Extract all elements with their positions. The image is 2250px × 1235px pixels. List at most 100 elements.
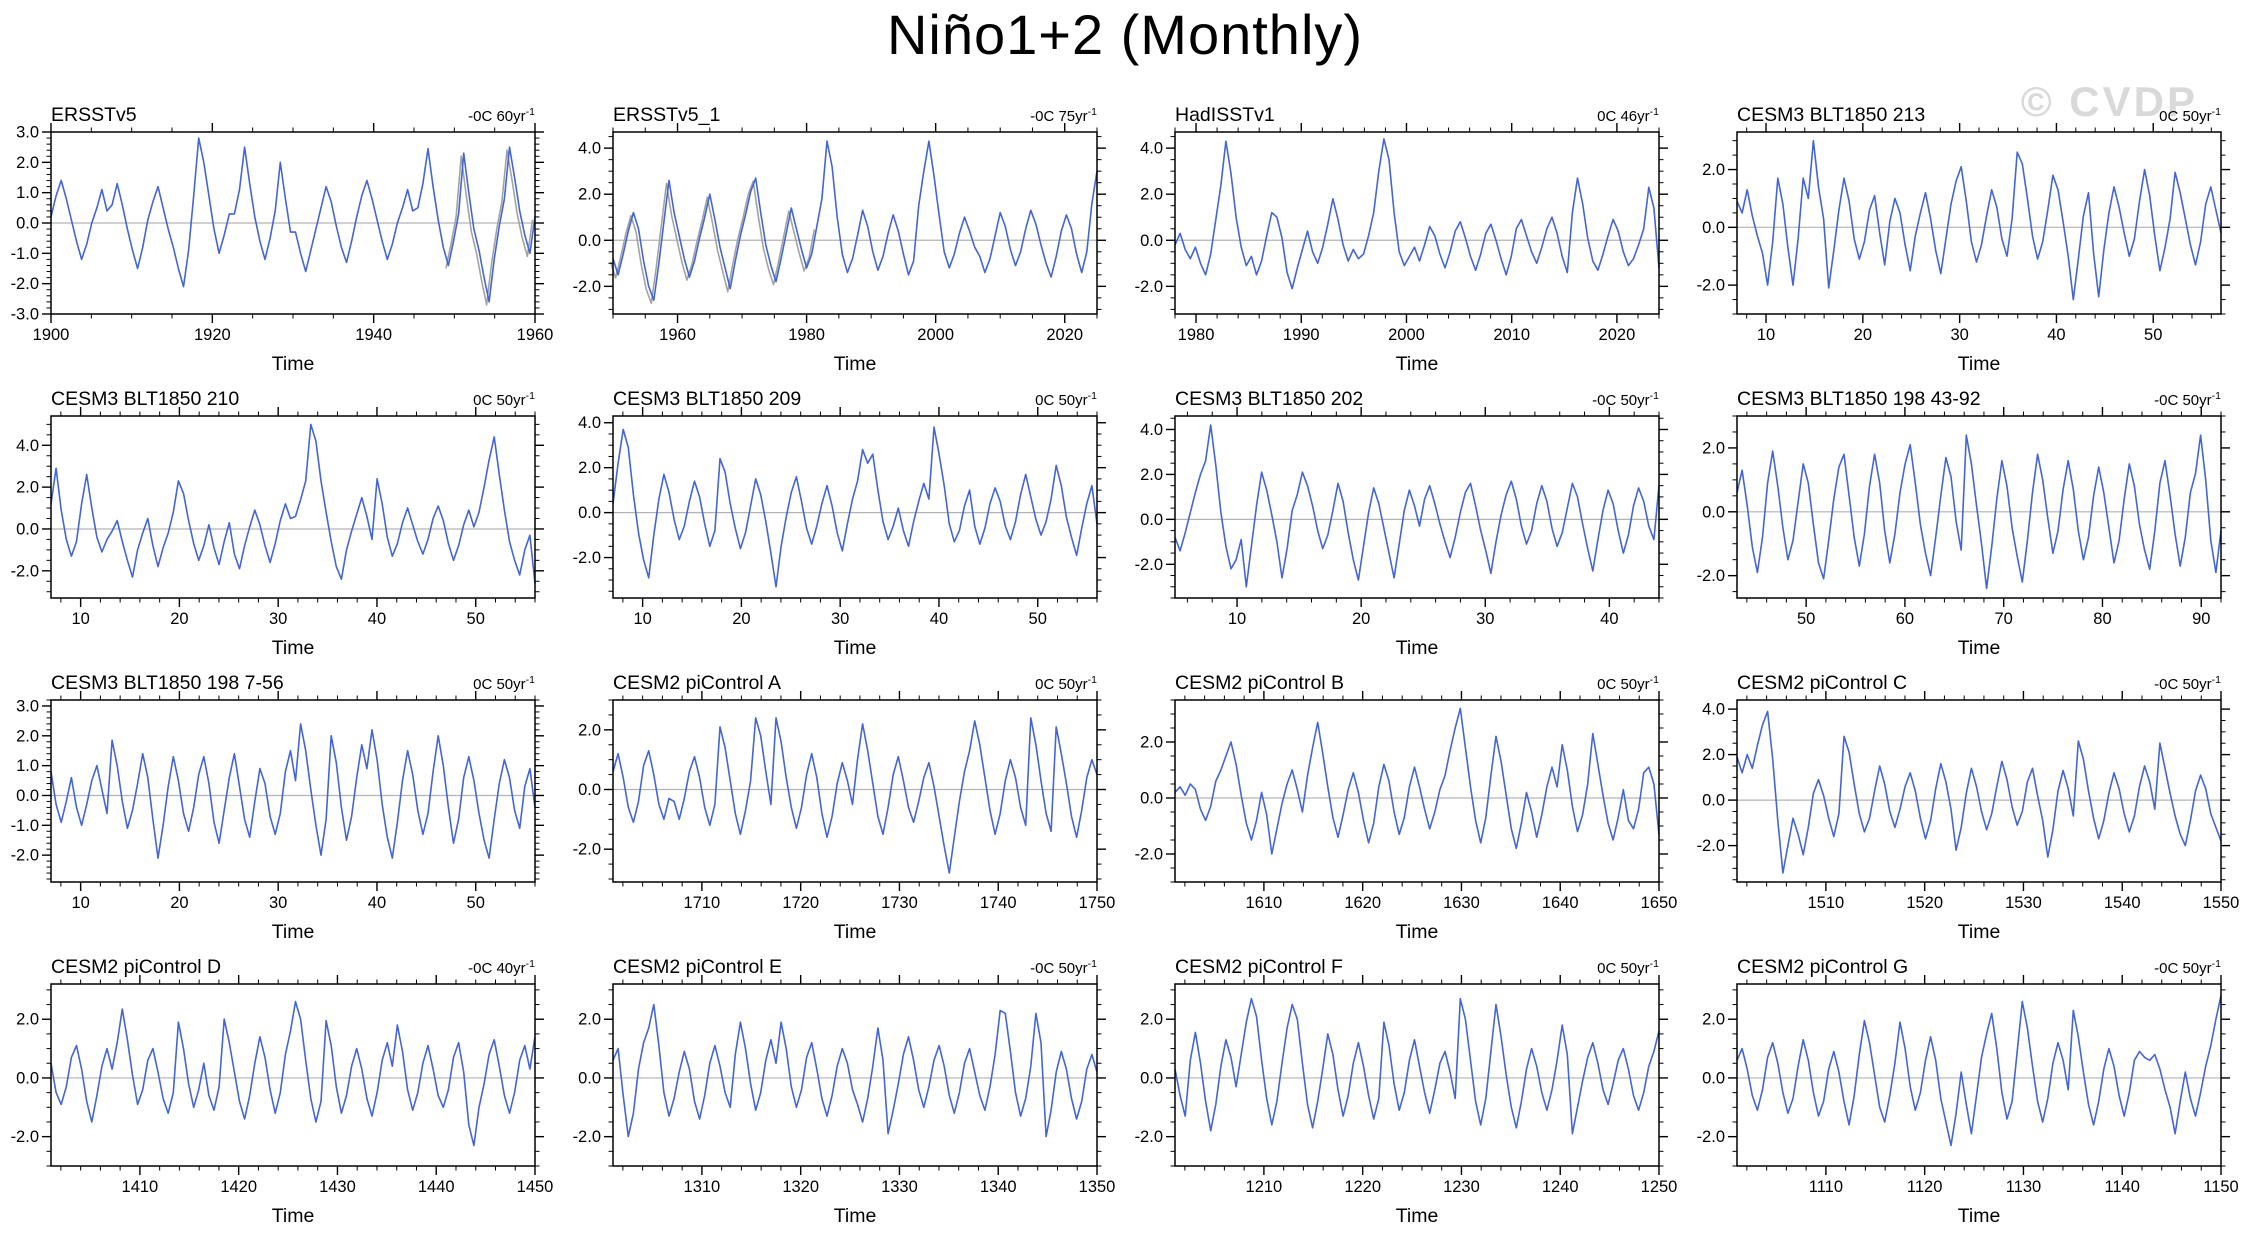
x-tick-label: 1420 <box>220 1178 257 1196</box>
timeseries-line <box>1174 997 1660 1135</box>
timeseries-panel: 1510 1520 1530 1540 1550 -2.0 0.0 2.0 4.0 CESM2 p… <box>1687 662 2249 946</box>
x-tick-label: 1150 <box>2203 1178 2238 1196</box>
trend-label: 0C 50yr-1 <box>1035 390 1097 409</box>
y-tick-label: 1.0 <box>16 184 39 202</box>
x-axis-label: Time <box>834 353 877 375</box>
x-tick-label: 50 <box>2144 326 2162 344</box>
x-axis-label: Time <box>272 921 315 943</box>
y-tick-label: -2.0 <box>1697 1128 1725 1146</box>
x-tick-label: 30 <box>269 610 287 628</box>
timeseries-line <box>1736 995 2222 1147</box>
timeseries-chart: 1900 1920 1940 1960 -3.0 -2.0 -1.0 0.0 1.0 2.0 3.0… <box>11 104 554 375</box>
y-tick-label: 0.0 <box>16 787 39 805</box>
x-tick-label: 40 <box>368 610 386 628</box>
x-tick-label: 30 <box>831 610 849 628</box>
x-tick-label: 50 <box>1029 610 1047 628</box>
x-tick-label: 1980 <box>1178 326 1215 344</box>
y-tick-label: -2.0 <box>1135 1128 1163 1146</box>
timeseries-chart: 1710 1720 1730 1740 1750 -2.0 0.0 2.0 CESM2 piCo… <box>573 672 1116 943</box>
y-tick-label: -2.0 <box>1135 556 1163 574</box>
x-tick-label: 1130 <box>2006 1178 2041 1196</box>
trend-label: -0C 50yr-1 <box>1030 958 1097 977</box>
y-tick-label: 2.0 <box>1140 734 1163 752</box>
x-tick-label: 10 <box>71 894 89 912</box>
trend-label: 0C 50yr-1 <box>473 674 535 693</box>
x-axis-label: Time <box>834 637 877 659</box>
timeseries-line <box>50 723 536 859</box>
x-tick-label: 1320 <box>782 1178 819 1196</box>
timeseries-line <box>50 137 536 303</box>
x-tick-label: 80 <box>2093 610 2111 628</box>
x-tick-label: 50 <box>467 894 485 912</box>
timeseries-line <box>1174 138 1660 290</box>
trend-label: 0C 50yr-1 <box>1597 958 1659 977</box>
timeseries-panel: 10 20 30 40 50 -2.0 0.0 2.0 CESM3 BLT1850 213 0C … <box>1687 94 2249 378</box>
x-tick-label: 10 <box>1228 610 1246 628</box>
x-tick-label: 40 <box>930 610 948 628</box>
y-tick-label: 0.0 <box>1702 219 1725 237</box>
y-tick-label: 0.0 <box>578 781 601 799</box>
panel-title: CESM2 piControl G <box>1737 956 1908 978</box>
x-tick-label: 1550 <box>2203 894 2240 912</box>
panels-grid: 1900 1920 1940 1960 -3.0 -2.0 -1.0 0.0 1.0 2.0 3.0… <box>1 94 2249 1230</box>
timeseries-line <box>612 140 1098 301</box>
x-tick-label: 2020 <box>1599 326 1636 344</box>
timeseries-panel: 10 20 30 40 50 -2.0 0.0 2.0 4.0 CESM3 BLT1850 209… <box>563 378 1125 662</box>
x-tick-label: 1220 <box>1344 1178 1381 1196</box>
x-tick-label: 1250 <box>1641 1178 1678 1196</box>
timeseries-panel: 1900 1920 1940 1960 -3.0 -2.0 -1.0 0.0 1.0 2.0 3.0… <box>1 94 563 378</box>
x-axis-label: Time <box>1958 1205 2001 1227</box>
x-tick-label: 90 <box>2192 610 2210 628</box>
x-tick-label: 2000 <box>917 326 954 344</box>
y-tick-label: 2.0 <box>16 1011 39 1029</box>
y-tick-label: 0.0 <box>1140 1069 1163 1087</box>
panel-title: CESM3 BLT1850 198 7-56 <box>51 672 284 694</box>
y-tick-label: -2.0 <box>573 278 601 296</box>
timeseries-chart: 10 20 30 40 50 -2.0 0.0 2.0 CESM3 BLT1850 213 0C … <box>1697 104 2230 375</box>
timeseries-line <box>1736 139 2222 301</box>
x-axis-label: Time <box>1958 353 2001 375</box>
panel-title: CESM2 piControl C <box>1737 672 1907 694</box>
plot-frame <box>1174 131 1660 315</box>
x-tick-label: 2000 <box>1388 326 1425 344</box>
y-tick-label: -2.0 <box>11 562 39 580</box>
plot-frame <box>1736 131 2222 315</box>
timeseries-panel: 1310 1320 1330 1340 1350 -2.0 0.0 2.0 CESM2 piCo… <box>563 946 1125 1230</box>
x-tick-label: 1440 <box>418 1178 455 1196</box>
x-tick-label: 1140 <box>2104 1178 2139 1196</box>
x-axis-label: Time <box>1396 921 1439 943</box>
timeseries-panel: 1710 1720 1730 1740 1750 -2.0 0.0 2.0 CESM2 piCo… <box>563 662 1125 946</box>
x-tick-label: 1530 <box>2005 894 2042 912</box>
x-axis-label: Time <box>1396 353 1439 375</box>
x-tick-label: 30 <box>1950 326 1968 344</box>
y-tick-label: 2.0 <box>1140 186 1163 204</box>
x-tick-label: 40 <box>2047 326 2065 344</box>
timeseries-panel: 10 20 30 40 50 -2.0 -1.0 0.0 1.0 2.0 3.0 CESM3 BLT1… <box>1 662 563 946</box>
timeseries-panel: 1110 1120 1130 1140 1150 -2.0 0.0 2.0 CESM2 piCo… <box>1687 946 2249 1230</box>
x-axis-label: Time <box>834 921 877 943</box>
timeseries-chart: 10 20 30 40 -2.0 0.0 2.0 4.0 CESM3 BLT1850 202 -0… <box>1135 388 1668 659</box>
y-tick-label: 0.0 <box>578 1069 601 1087</box>
y-tick-label: 2.0 <box>1702 746 1725 764</box>
x-tick-label: 1960 <box>517 326 554 344</box>
timeseries-panel: 1960 1980 2000 2020 -2.0 0.0 2.0 4.0 ERSSTv5_1 -0… <box>563 94 1125 378</box>
y-tick-label: 1.0 <box>16 757 39 775</box>
y-tick-label: 0.0 <box>578 232 601 250</box>
y-tick-label: 0.0 <box>16 520 39 538</box>
y-tick-label: 2.0 <box>1140 466 1163 484</box>
x-tick-label: 20 <box>732 610 750 628</box>
plot-frame <box>50 415 536 599</box>
trend-label: -0C 50yr-1 <box>2154 390 2221 409</box>
y-tick-label: 0.0 <box>16 215 39 233</box>
x-tick-label: 1620 <box>1344 894 1381 912</box>
timeseries-panel: 1410 1420 1430 1440 1450 -2.0 0.0 2.0 CESM2 piCo… <box>1 946 563 1230</box>
x-tick-label: 1640 <box>1542 894 1579 912</box>
timeseries-line <box>1736 434 2222 590</box>
y-tick-label: 2.0 <box>16 479 39 497</box>
x-tick-label: 2020 <box>1046 326 1083 344</box>
y-tick-label: 2.0 <box>1140 1011 1163 1029</box>
plot-frame <box>1736 415 2222 599</box>
y-tick-label: 4.0 <box>1702 701 1725 719</box>
y-tick-label: 4.0 <box>1140 421 1163 439</box>
timeseries-chart: 50 60 70 80 90 -2.0 0.0 2.0 CESM3 BLT1850 198 43… <box>1697 388 2230 659</box>
